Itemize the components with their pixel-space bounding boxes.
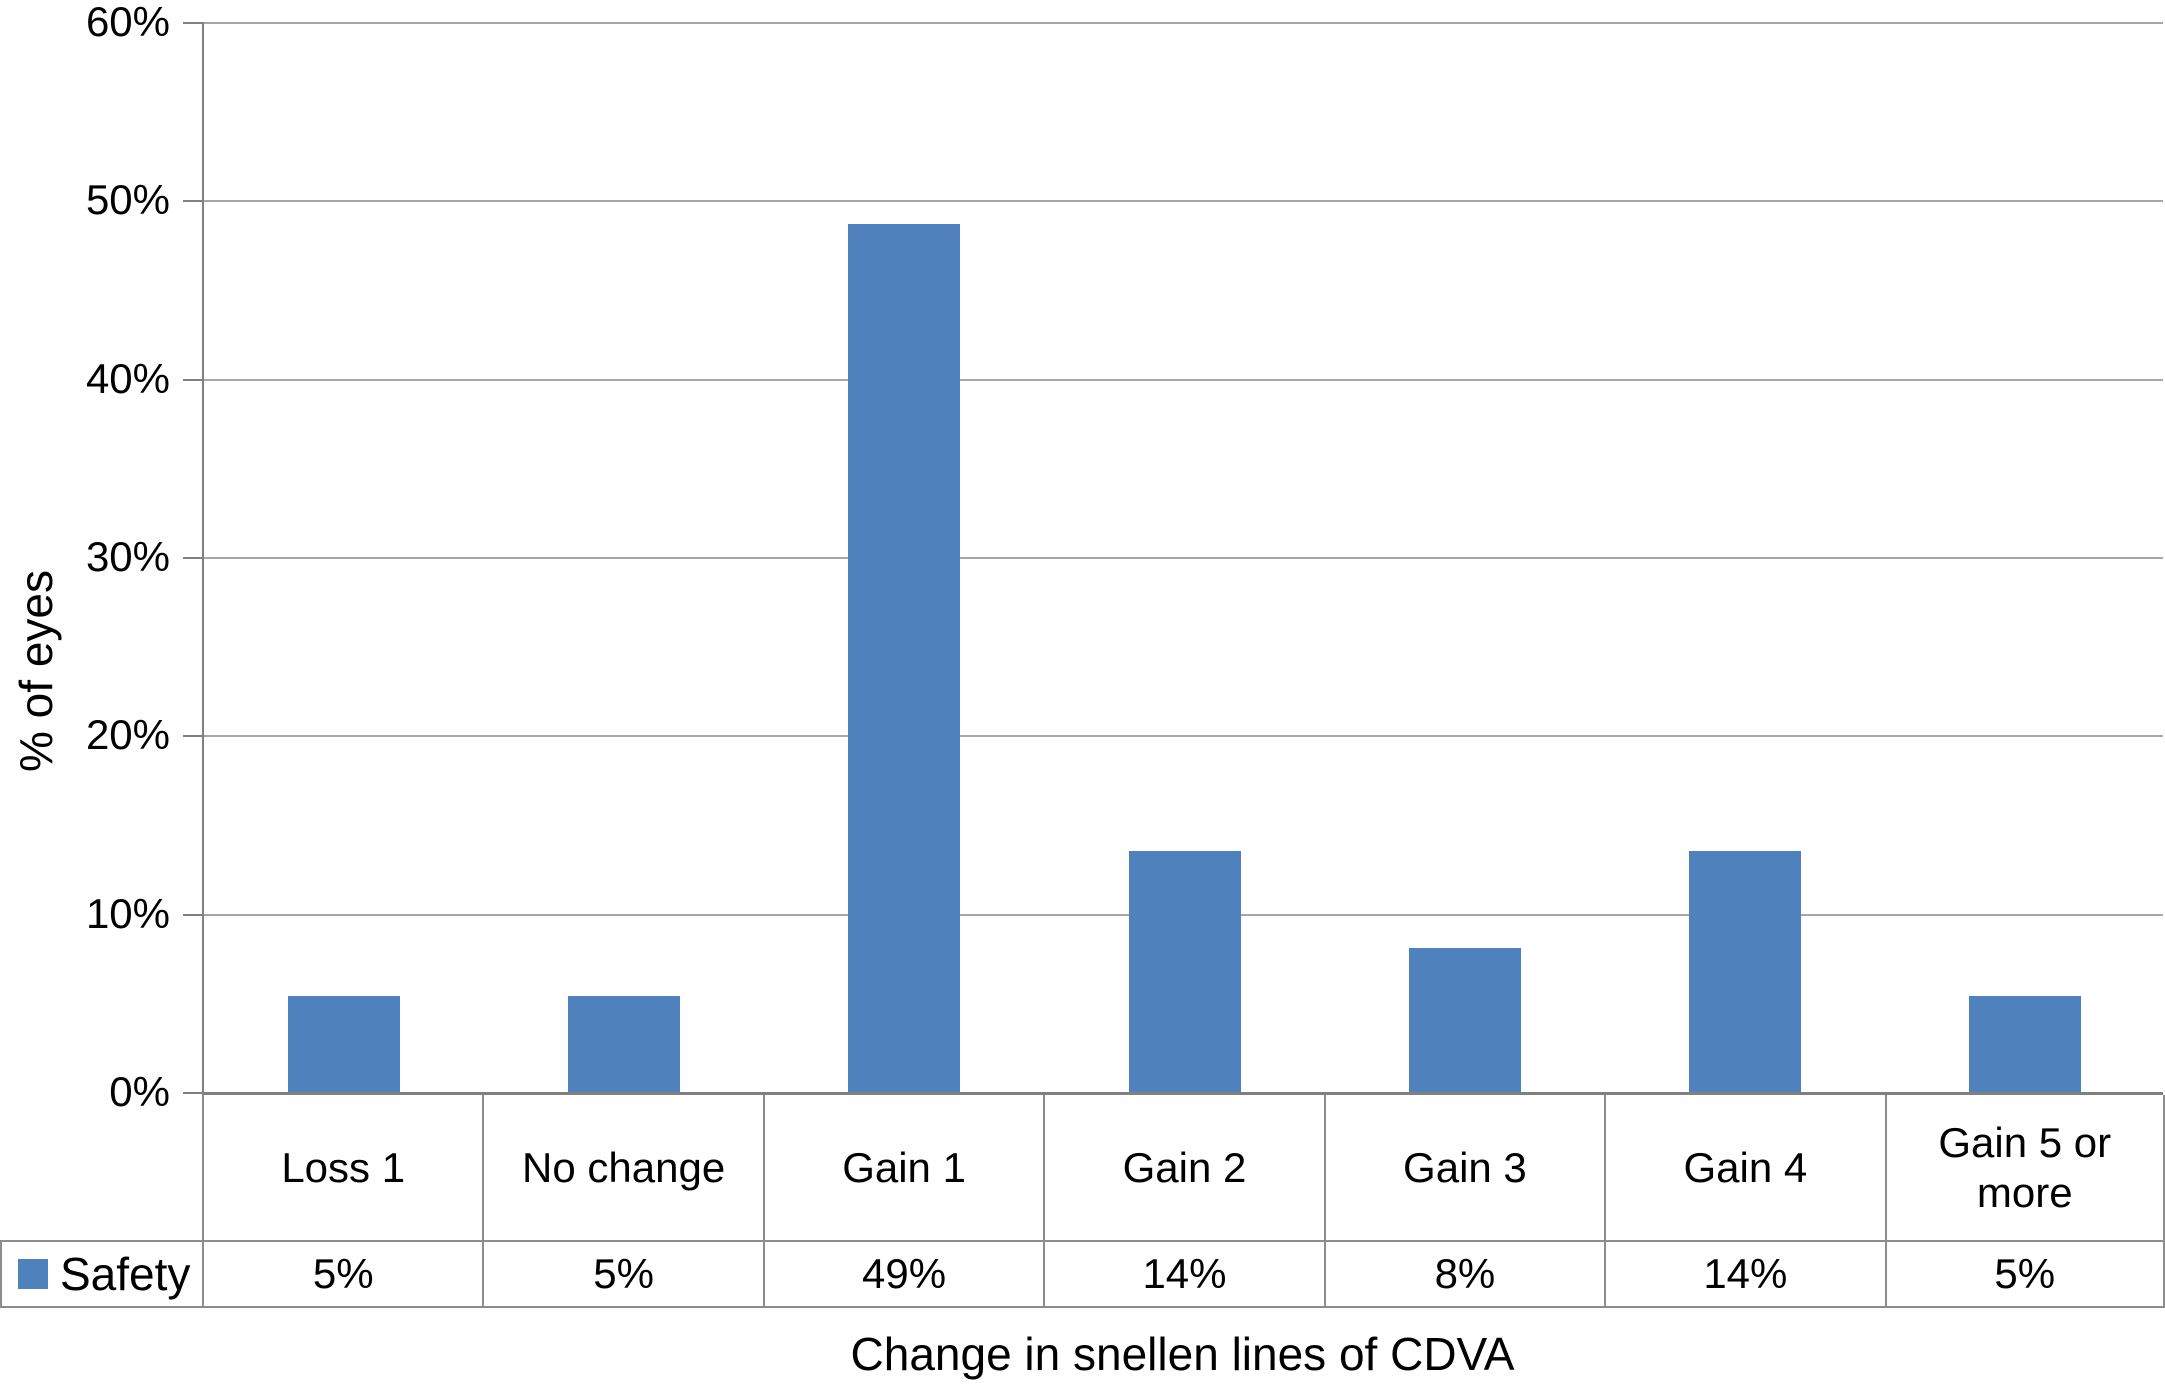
category-label: Gain 1 [762, 1095, 1044, 1242]
bar-0 [288, 996, 400, 1092]
category-label: Gain 4 [1604, 1095, 1885, 1242]
legend-cell: Safety [0, 1242, 202, 1308]
y-tick-mark [183, 557, 202, 559]
value-cell: 8% [1323, 1242, 1605, 1308]
y-tick-mark [183, 200, 202, 202]
legend-series-name: Safety [60, 1248, 191, 1300]
y-tick-label: 20% [85, 711, 170, 758]
bar-4 [1409, 948, 1521, 1092]
y-tick-mark [183, 735, 202, 737]
y-tick-label: 40% [85, 355, 170, 402]
bar-5 [1689, 851, 1801, 1092]
value-cell: 5% [482, 1242, 763, 1308]
y-tick-label: 30% [85, 533, 170, 580]
category-label: Loss 1 [202, 1095, 483, 1242]
y-tick-label: 60% [85, 0, 170, 45]
y-tick-mark [183, 914, 202, 916]
y-tick-mark [183, 22, 202, 24]
y-tick-label: 10% [85, 890, 170, 937]
gridline [204, 379, 2163, 381]
value-cell: 5% [202, 1242, 483, 1308]
bar-1 [568, 996, 680, 1092]
gridline [204, 735, 2163, 737]
gridline [204, 557, 2163, 559]
bar-3 [1129, 851, 1241, 1092]
gridline [204, 22, 2163, 24]
legend-swatch-icon [18, 1259, 48, 1289]
data-table: Loss 1 No change Gain 1 Gain 2 Gain 3 Ga… [0, 1095, 2165, 1308]
value-cell: 5% [1884, 1242, 2165, 1308]
value-cell: 49% [762, 1242, 1044, 1308]
y-tick-label: 0% [109, 1068, 170, 1115]
category-label: Gain 5 or more [1884, 1095, 2165, 1242]
value-cell: 14% [1604, 1242, 1885, 1308]
plot-area [202, 22, 2163, 1095]
gridline [204, 200, 2163, 202]
bar-6 [1969, 996, 2081, 1092]
value-cell: 14% [1043, 1242, 1324, 1308]
category-label: No change [482, 1095, 763, 1242]
y-tick-mark [183, 1092, 202, 1094]
category-label: Gain 3 [1323, 1095, 1605, 1242]
y-tick-label: 50% [85, 176, 170, 223]
y-tick-mark [183, 379, 202, 381]
table-corner-cell [0, 1095, 202, 1242]
x-axis-title: Change in snellen lines of CDVA [850, 1328, 1515, 1380]
category-label: Gain 2 [1043, 1095, 1324, 1242]
bar-2 [848, 224, 960, 1092]
